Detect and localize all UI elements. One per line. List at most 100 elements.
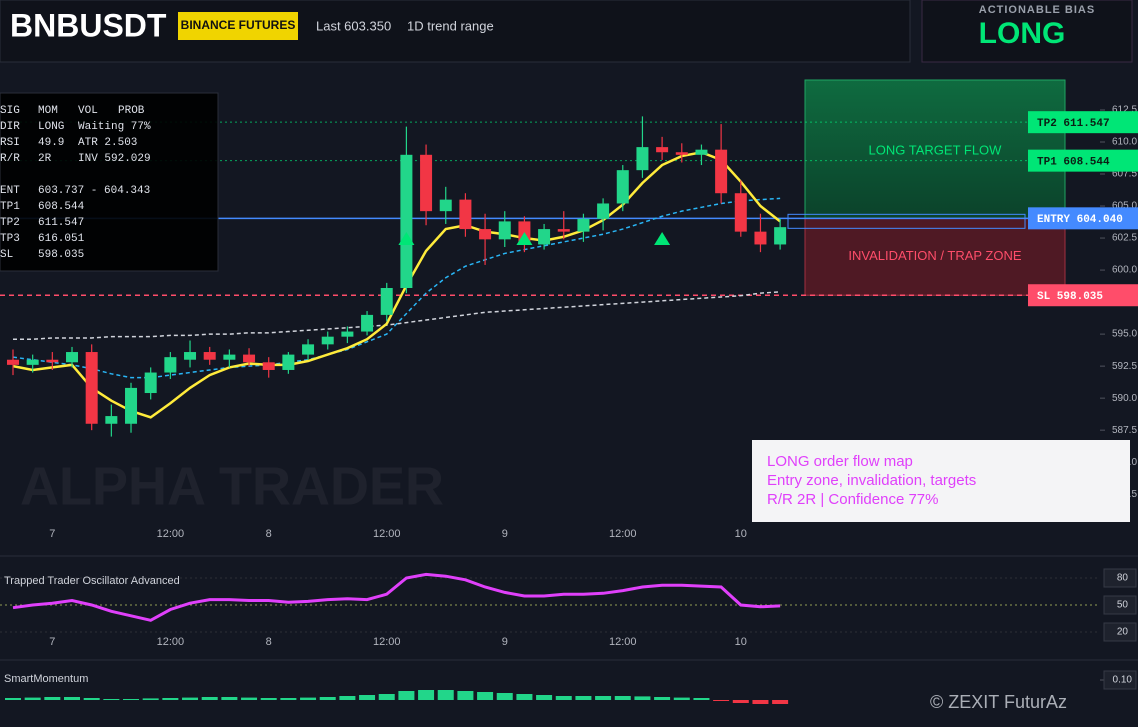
candle-body <box>125 387 138 424</box>
info-cell: MOM <box>38 105 58 117</box>
momentum-bar <box>201 697 218 700</box>
candle-body <box>341 331 354 337</box>
note-line: LONG order flow map <box>767 453 913 470</box>
momentum-bar <box>24 697 41 700</box>
x-tick-label: 12:00 <box>373 636 401 648</box>
momentum-bar <box>5 698 21 700</box>
note-line: R/R 2R | Confidence 77% <box>767 491 938 508</box>
candle-body <box>557 229 570 232</box>
level-badge <box>1028 111 1138 134</box>
y-tick-label: 612.5 <box>1112 105 1137 116</box>
candle-body <box>321 336 334 345</box>
candle-body <box>636 147 649 171</box>
momentum-bar <box>536 695 553 700</box>
overlay-line <box>12 150 781 419</box>
candle-body <box>184 352 197 360</box>
y-tick-label: 602.5 <box>1112 233 1137 244</box>
momentum-bar <box>339 696 356 700</box>
brand: © ZEXIT FuturAz <box>930 692 1067 712</box>
candle-body <box>656 147 669 153</box>
candle-body <box>66 352 79 363</box>
candle-body <box>577 218 590 232</box>
level-label: TP1 608.544 <box>1037 157 1110 169</box>
momentum-bar <box>300 697 317 700</box>
symbol: BNBUSDT <box>10 7 167 43</box>
info-cell: 2R <box>38 153 52 165</box>
y-tick-label: 587.5 <box>1112 425 1137 436</box>
signal-marker <box>516 232 533 245</box>
momentum-bar <box>437 690 454 700</box>
overlay-line <box>12 197 781 379</box>
signal-marker <box>654 232 671 245</box>
momentum-bar <box>103 699 120 700</box>
momentum-bar <box>555 696 572 700</box>
exchange-badge <box>178 12 298 40</box>
momentum-bar <box>457 691 474 700</box>
candle-body <box>597 203 610 219</box>
signal-marker <box>398 232 415 245</box>
note-line: Entry zone, invalidation, targets <box>767 472 976 489</box>
bias-label: ACTIONABLE BIAS <box>979 4 1095 16</box>
candle-body <box>105 416 118 424</box>
level-label: SL 598.035 <box>1037 291 1103 303</box>
y-tick-label: 605.0 <box>1112 201 1137 212</box>
tick-badge <box>1103 670 1137 690</box>
target-zone <box>804 79 1066 219</box>
candle-body <box>164 357 177 373</box>
info-cell: SIG <box>0 105 20 117</box>
info-cell: 608.544 <box>38 201 85 213</box>
y-tick-label: 610.0 <box>1112 137 1137 148</box>
info-cell: INV 592.029 <box>78 153 151 165</box>
momentum-bar <box>654 697 671 700</box>
level-badge <box>1028 284 1138 307</box>
bias-box <box>921 0 1133 63</box>
info-panel <box>0 92 219 272</box>
candle-body <box>754 231 767 245</box>
candle-body <box>538 229 551 245</box>
y-tick-label: 80 <box>1117 573 1129 584</box>
candle-body <box>282 354 295 370</box>
candle-body <box>616 170 629 204</box>
momentum-bar <box>280 698 297 700</box>
momentum-bar <box>64 697 81 700</box>
momentum-bar <box>83 698 100 700</box>
note-box <box>752 440 1130 522</box>
momentum-bar <box>575 696 592 700</box>
x-tick-label: 7 <box>49 636 55 648</box>
momentum-bar <box>319 697 336 700</box>
x-tick-label: 9 <box>502 528 508 540</box>
last-price: Last 603.350 <box>316 18 391 33</box>
info-cell: SL <box>0 249 13 261</box>
momentum-bar <box>614 696 631 700</box>
y-tick-label: 595.0 <box>1112 329 1137 340</box>
momentum-bar <box>378 694 395 700</box>
x-tick-label: 10 <box>735 528 747 540</box>
x-tick-label: 12:00 <box>609 636 637 648</box>
exchange: BINANCE FUTURES <box>181 18 296 32</box>
momentum-bar <box>634 696 651 700</box>
bias-value: LONG <box>979 17 1066 50</box>
entry-zone <box>787 213 1026 229</box>
candle-body <box>243 354 256 363</box>
info-cell: ATR 2.503 <box>78 137 137 149</box>
momentum-bar <box>142 698 159 700</box>
momentum-bar <box>241 697 258 700</box>
tick-badge <box>1103 622 1137 642</box>
info-cell: DIR <box>0 121 20 133</box>
momentum-bar <box>44 697 61 700</box>
momentum-bar <box>595 696 612 700</box>
oscillator-line <box>12 572 781 622</box>
x-tick-label: 9 <box>502 636 508 648</box>
overlay-line <box>13 291 781 340</box>
x-tick-label: 7 <box>49 528 55 540</box>
candle-body <box>498 221 511 240</box>
info-cell: TP1 <box>0 201 20 213</box>
momentum-bar <box>477 692 494 700</box>
candle-body <box>46 359 59 363</box>
momentum-bar <box>162 698 179 700</box>
candle-body <box>715 149 728 194</box>
candle-body <box>459 199 472 230</box>
candle-body <box>26 359 39 365</box>
candle-body <box>302 344 315 355</box>
